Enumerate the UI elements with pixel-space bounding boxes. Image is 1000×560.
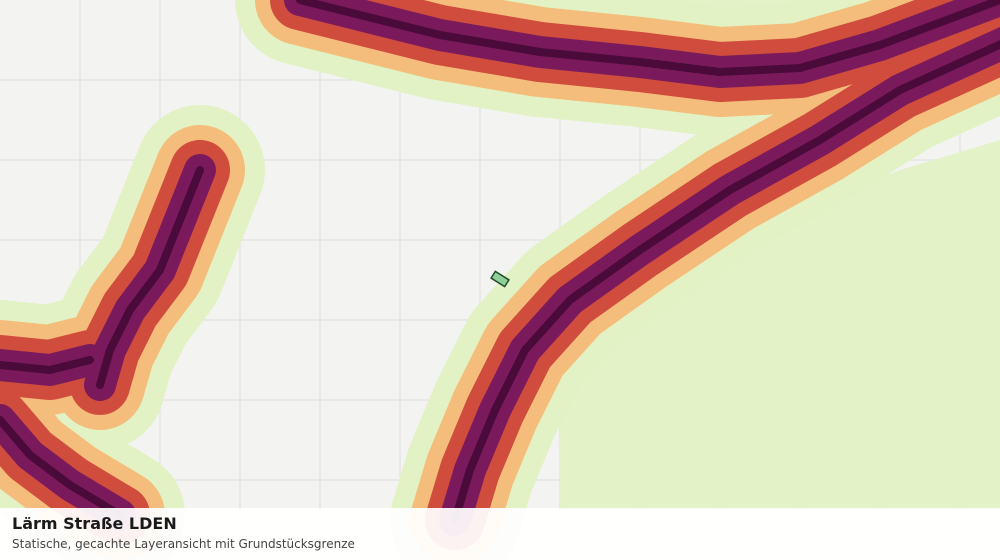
- noise-zone-low: [560, 140, 1000, 510]
- noise-band-75: [0, 416, 124, 519]
- layer-subtitle: Statische, gecachte Layeransicht mit Gru…: [12, 537, 355, 551]
- parcel-boundary[interactable]: [490, 270, 510, 288]
- noise-band-75: [0, 356, 94, 374]
- noise-band-75: [296, 0, 1000, 76]
- noise-band-75: [96, 166, 204, 389]
- layer-title: Lärm Straße LDEN: [12, 514, 177, 533]
- info-panel: Lärm Straße LDEN Statische, gecachte Lay…: [0, 508, 1000, 560]
- noise-band-75: [451, 40, 1000, 524]
